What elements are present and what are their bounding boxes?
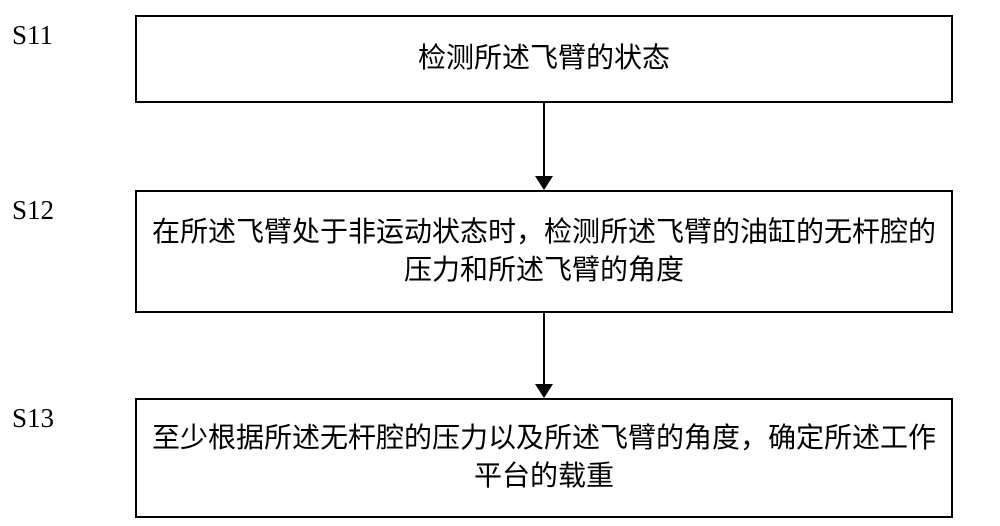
arrows-layer — [0, 0, 1000, 526]
flowchart-canvas: S11 S12 S13 检测所述飞臂的状态 在所述飞臂处于非运动状态时，检测所述… — [0, 0, 1000, 526]
